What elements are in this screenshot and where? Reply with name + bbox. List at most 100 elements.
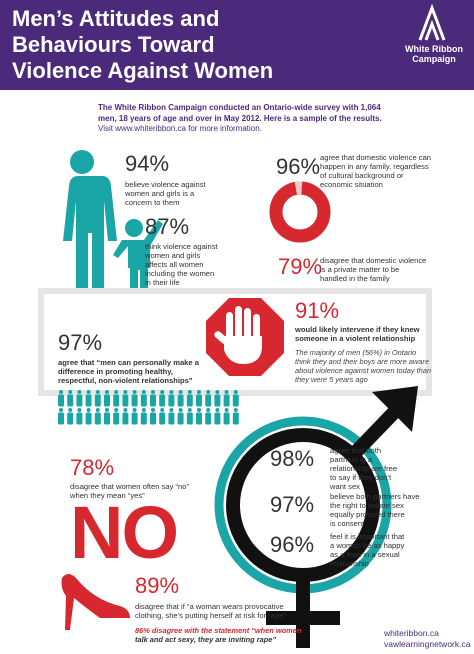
text-line: White Ribbon xyxy=(405,44,463,54)
people-icons xyxy=(58,390,239,425)
text-line: about violence against women today than xyxy=(295,366,431,375)
person-icon xyxy=(169,408,174,412)
text-line: want sex xyxy=(330,482,360,491)
text-line: disagree that domestic violence xyxy=(320,256,427,265)
text-line: Visit www.whiteribbon.ca for more inform… xyxy=(98,124,262,133)
person-icon xyxy=(140,394,147,407)
text-line: disagree that if “a woman wears provocat… xyxy=(135,602,284,611)
text-line: they were 5 years ago xyxy=(295,375,368,384)
text-line: when they mean “yes” xyxy=(70,491,145,500)
person-icon xyxy=(85,412,92,425)
text-line: think they and their boys are more aware xyxy=(295,357,429,366)
person-icon xyxy=(86,390,91,394)
person-icon xyxy=(186,394,193,407)
person-icon xyxy=(197,390,201,394)
arrow-head xyxy=(372,386,418,432)
person-icon xyxy=(67,412,74,425)
person-icon xyxy=(77,390,82,394)
person-icon xyxy=(95,390,100,394)
stat-percent: 89% xyxy=(135,573,180,598)
stat-text: would likely intervene if they knew someo… xyxy=(295,325,420,343)
text-line: would likely intervene if they knew xyxy=(295,325,420,334)
person-icon xyxy=(215,390,220,394)
logo-text: White Ribbon Campaign xyxy=(398,44,470,64)
person-icon xyxy=(105,390,109,394)
person-icon xyxy=(114,408,119,412)
text-line: partners in a xyxy=(330,455,373,464)
person-icon xyxy=(186,412,193,425)
text-line: The White Ribbon Campaign conducted an O… xyxy=(98,103,381,112)
person-icon xyxy=(113,412,120,425)
stat-text: believe both partners have the right to i… xyxy=(330,492,420,528)
person-icon xyxy=(114,390,119,394)
text-line: talk and act sexy, they are inviting rap… xyxy=(135,635,277,644)
person-icon xyxy=(150,394,156,407)
text-line: is consent xyxy=(330,519,365,528)
text-line: difference in promoting healthy, xyxy=(58,367,174,376)
text-line: agree that both xyxy=(330,446,382,455)
person-icon xyxy=(86,408,91,412)
man-figure xyxy=(62,150,163,296)
text-line: in their life xyxy=(145,278,180,287)
person-icon xyxy=(178,408,183,412)
person-icon xyxy=(151,390,155,394)
text-line: someone in a violent relationship xyxy=(295,334,416,343)
text-line: a woman be as happy xyxy=(330,541,405,550)
person-icon xyxy=(187,390,192,394)
person-icon xyxy=(94,394,101,407)
person-icon xyxy=(131,412,138,425)
person-icon xyxy=(85,394,92,407)
text-line: women and girls is a xyxy=(125,189,195,198)
text-line: 86% disagree with the statement “when wo… xyxy=(135,626,302,635)
person-icon xyxy=(232,394,239,407)
person-icon xyxy=(215,408,220,412)
person-icon xyxy=(159,412,166,425)
person-icon xyxy=(104,394,110,407)
stat-text: think violence against women and girls aff… xyxy=(145,242,218,287)
text-line: clothing, she’s putting herself at risk … xyxy=(135,611,286,620)
stat-text: agree that domestic violence can happen i… xyxy=(320,153,431,189)
stat-percent: 98% xyxy=(270,446,315,471)
stat-percent: 97% xyxy=(270,492,315,517)
text-line: the right to initiate sex xyxy=(330,501,404,510)
person-icon xyxy=(58,412,64,425)
text-line: believe both partners have xyxy=(330,492,420,501)
person-icon xyxy=(177,394,184,407)
stat-text: agree that “men can personally make a dif… xyxy=(58,358,199,385)
text-line: relationship xyxy=(330,559,369,568)
person-icon xyxy=(197,408,201,412)
person-icon xyxy=(196,394,202,407)
person-icon xyxy=(168,412,175,425)
person-icon xyxy=(68,408,73,412)
person-icon xyxy=(205,394,212,407)
person-icon xyxy=(123,390,128,394)
stat-text: feel it is important that a woman be as h… xyxy=(330,532,404,568)
text-line: relationship are free xyxy=(330,464,398,473)
person-icon xyxy=(76,412,83,425)
stat-text: disagree that women often say “no” when t… xyxy=(70,482,189,500)
person-icon xyxy=(168,394,175,407)
shoe xyxy=(61,574,130,630)
text-line: handled in the family xyxy=(320,274,390,283)
person-icon xyxy=(187,408,192,412)
person-icon xyxy=(141,390,146,394)
text-line: whiteribbon.ca xyxy=(384,628,439,638)
text-line: Campaign xyxy=(412,54,456,64)
person-icon xyxy=(160,390,165,394)
stat-percent: 79% xyxy=(278,254,323,279)
person-icon xyxy=(123,408,128,412)
text-line: economic situation xyxy=(320,180,383,189)
stat-text: agree that both partners in a relationship… xyxy=(330,446,397,491)
person-icon xyxy=(132,408,137,412)
person-icon xyxy=(214,412,221,425)
text-line: as a man in a sexual xyxy=(330,550,400,559)
intro: The White Ribbon Campaign conducted an O… xyxy=(98,103,382,135)
person-icon xyxy=(122,394,129,407)
text-line: women and girls xyxy=(145,251,201,260)
person-icon xyxy=(206,390,211,394)
stat-percent: 91% xyxy=(295,298,340,323)
text-line: to say if they don’t xyxy=(330,473,392,482)
donut-slice xyxy=(269,181,331,243)
